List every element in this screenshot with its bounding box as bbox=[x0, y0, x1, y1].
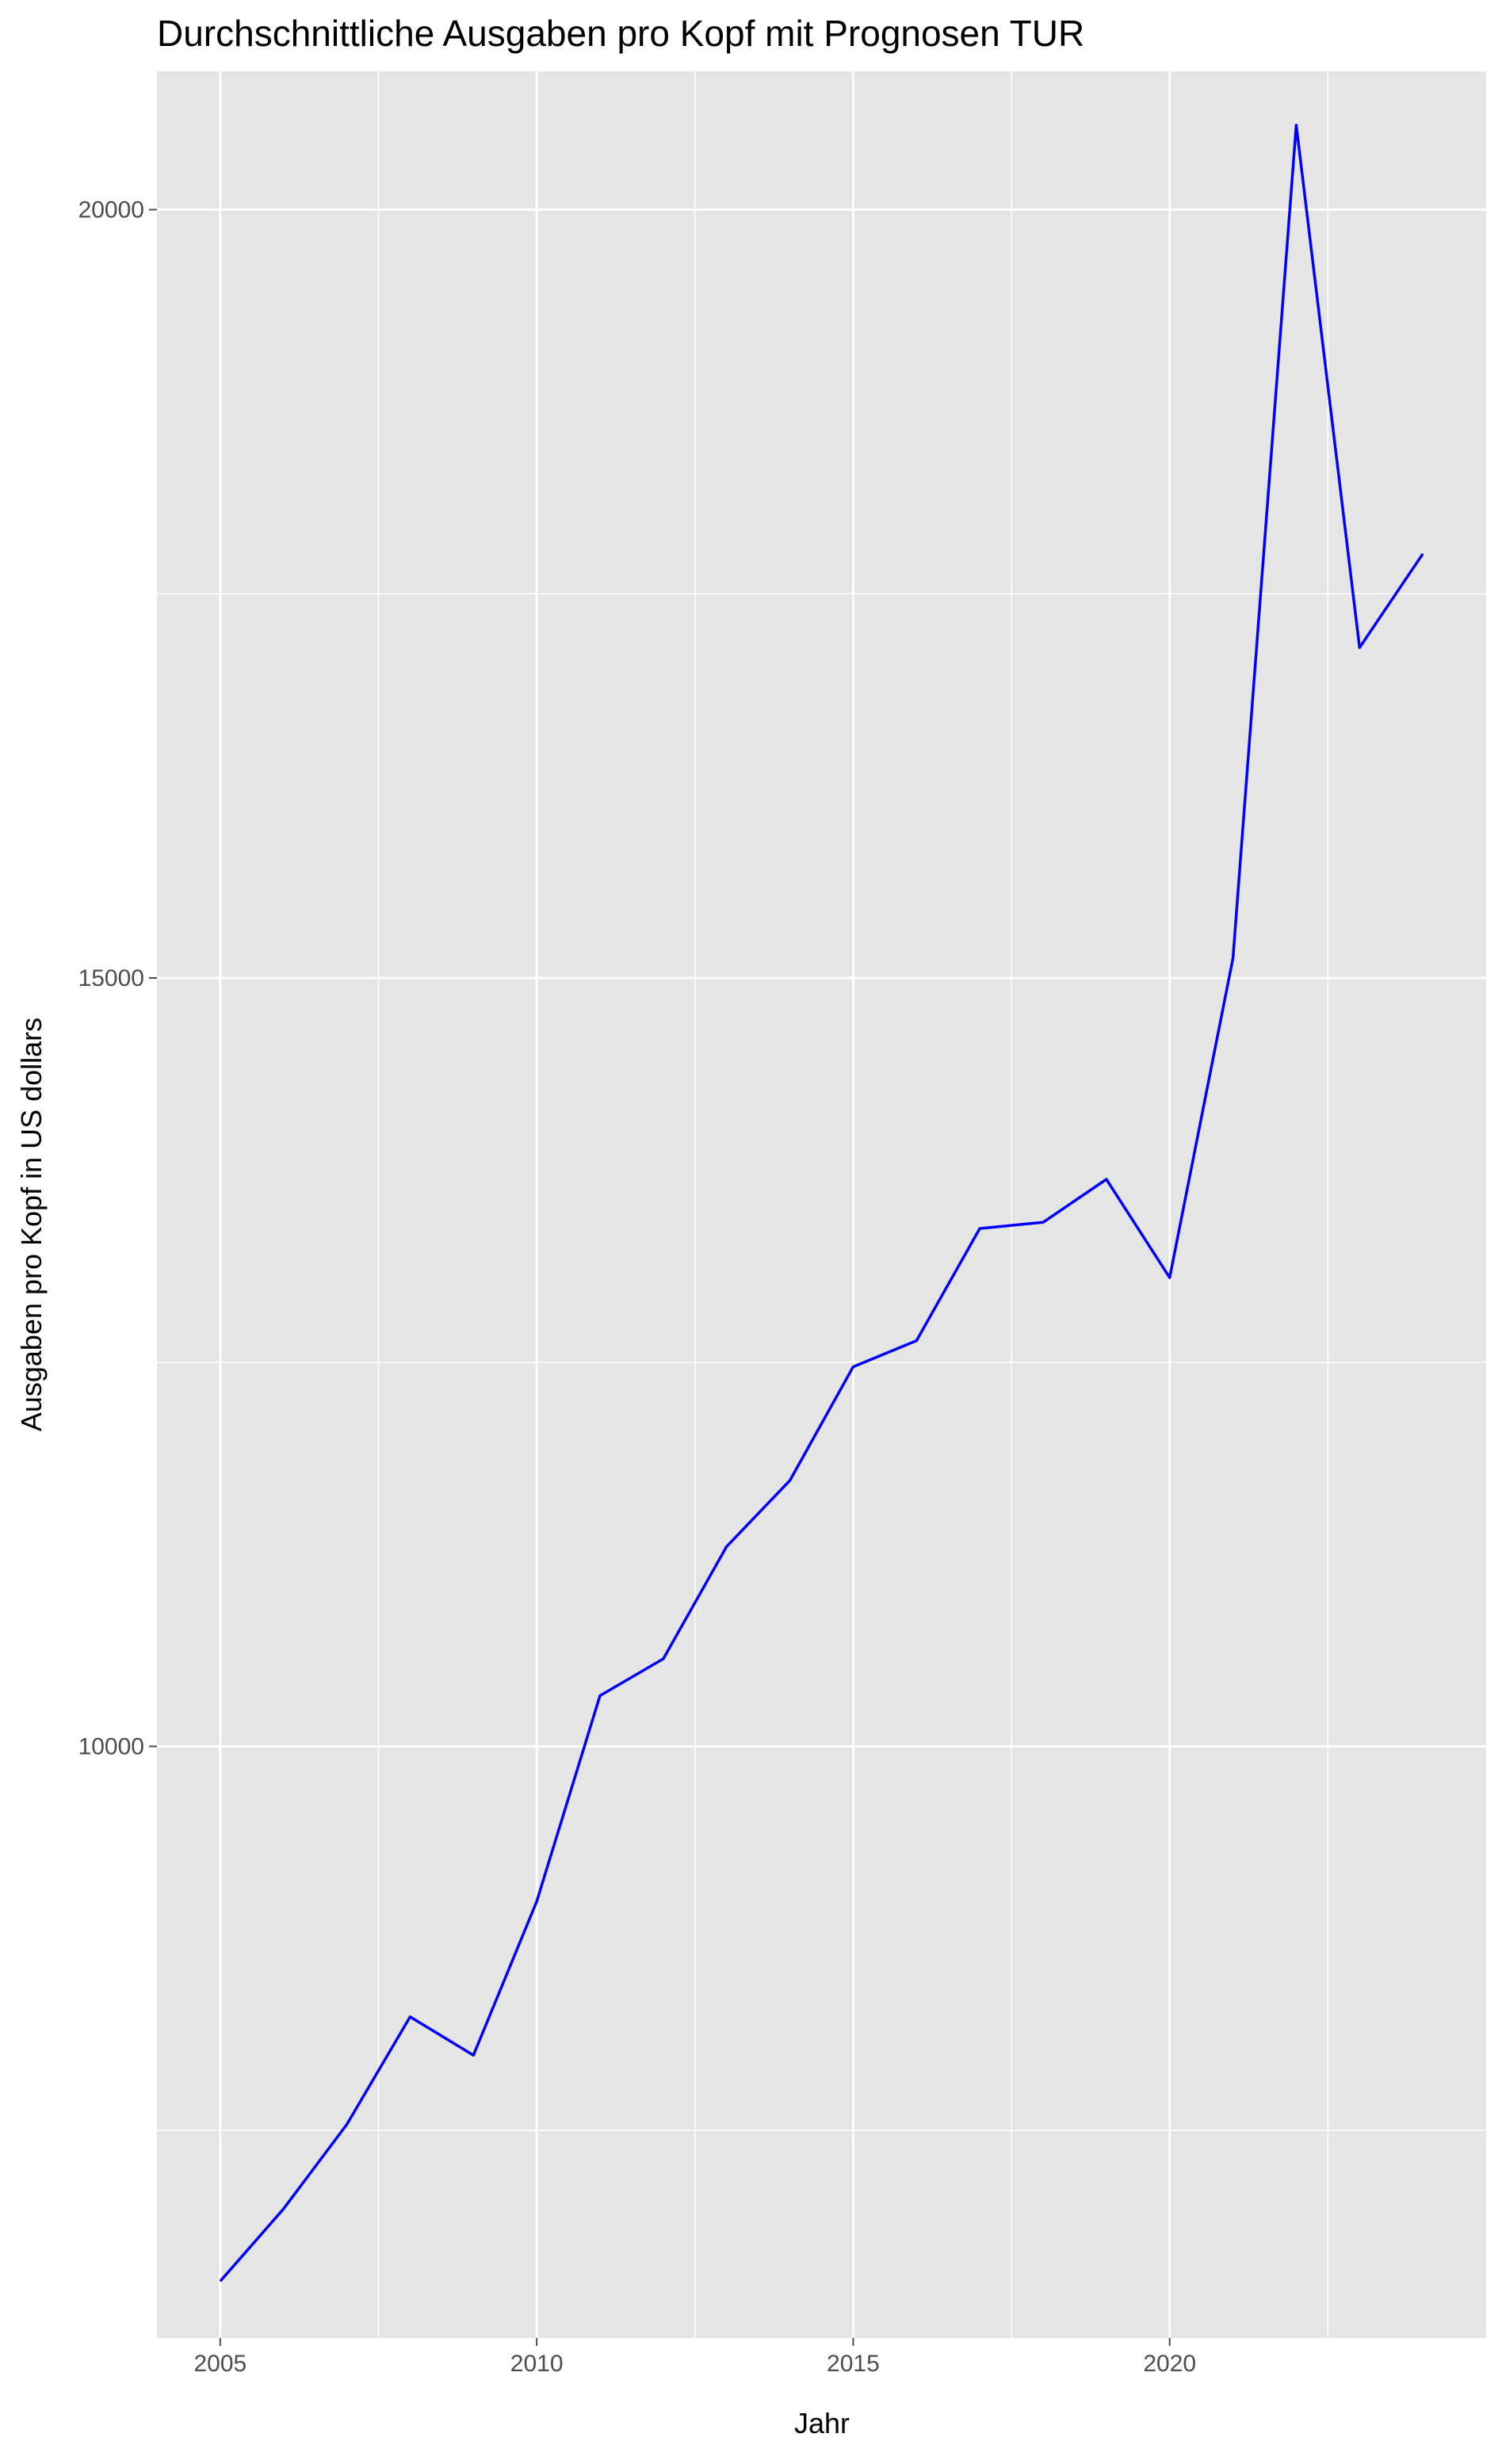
grid-lines bbox=[157, 71, 1486, 2338]
axes: 2005 2010 2015 2020 10000 15000 20000 bbox=[78, 197, 1197, 2377]
y-axis-title: Ausgaben pro Kopf in US dollars bbox=[15, 1018, 48, 1431]
x-tick-label: 2005 bbox=[193, 2351, 247, 2377]
y-tick-label: 10000 bbox=[78, 1733, 144, 1759]
series-layer bbox=[219, 124, 1424, 2283]
series-line bbox=[219, 124, 1424, 2283]
x-tick-label: 2010 bbox=[510, 2351, 564, 2377]
plot-panel bbox=[157, 71, 1486, 2338]
plot-background bbox=[157, 71, 1486, 2338]
x-axis-title: Jahr bbox=[794, 2407, 850, 2439]
y-tick-label: 15000 bbox=[78, 965, 144, 991]
x-tick-label: 2020 bbox=[1143, 2351, 1196, 2377]
y-tick-label: 20000 bbox=[78, 197, 144, 223]
x-tick-label: 2015 bbox=[827, 2351, 880, 2377]
chart-title: Durchschnittliche Ausgaben pro Kopf mit … bbox=[157, 13, 1084, 54]
